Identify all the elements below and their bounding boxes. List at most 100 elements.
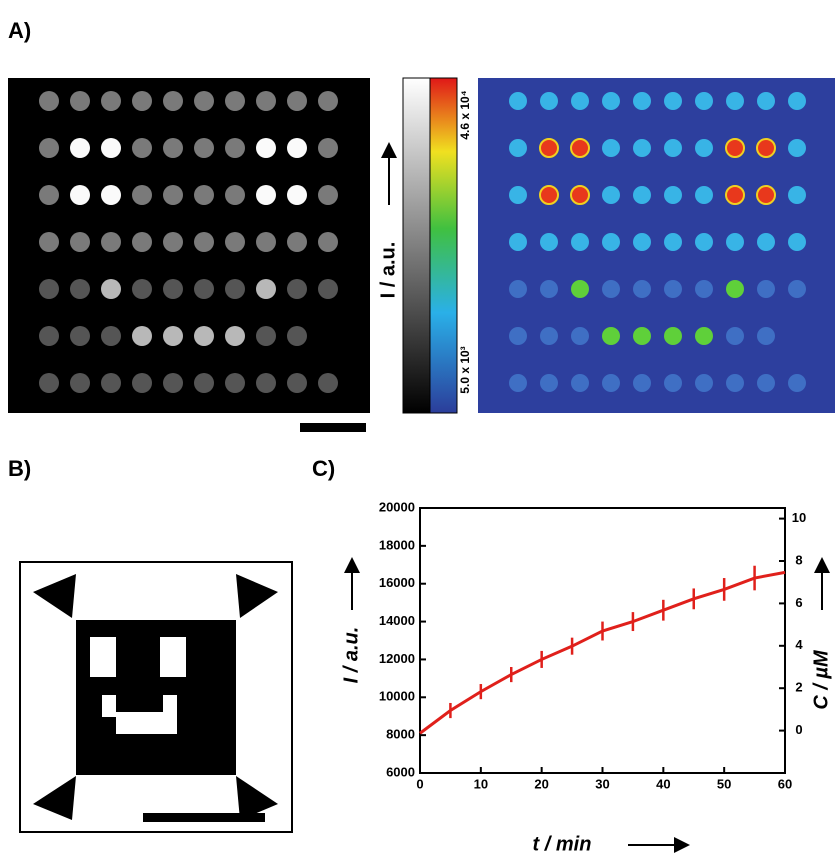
spot <box>664 280 682 298</box>
spot <box>101 279 121 299</box>
spot <box>726 374 744 392</box>
spot <box>39 138 59 158</box>
spot <box>132 91 152 111</box>
spot <box>695 233 713 251</box>
y-tick-label: 8000 <box>386 727 415 742</box>
spot <box>39 373 59 393</box>
spot <box>132 326 152 346</box>
spot <box>633 374 651 392</box>
spot-array <box>39 91 806 393</box>
spot <box>571 280 589 298</box>
spot <box>570 185 590 205</box>
y-tick-label: 14000 <box>379 613 415 628</box>
scale-bar <box>143 813 265 822</box>
spot <box>664 374 682 392</box>
spot <box>39 185 59 205</box>
spot <box>726 280 744 298</box>
colorbar-gray <box>402 77 431 414</box>
spot <box>194 232 214 252</box>
x-tick-label: 40 <box>656 776 670 791</box>
y2-tick-label: 4 <box>795 637 803 652</box>
spot <box>225 279 245 299</box>
spot <box>571 327 589 345</box>
spot <box>256 91 276 111</box>
y-tick-label: 6000 <box>386 764 415 779</box>
spot <box>256 232 276 252</box>
spot <box>225 91 245 111</box>
spot <box>225 232 245 252</box>
spot <box>318 373 338 393</box>
spot <box>602 233 620 251</box>
x-tick-label: 0 <box>416 776 423 791</box>
spot <box>256 138 276 158</box>
spot <box>70 326 90 346</box>
spot <box>70 185 90 205</box>
spot <box>725 185 745 205</box>
spot <box>163 138 183 158</box>
spot <box>101 326 121 346</box>
spot <box>539 138 559 158</box>
spot <box>318 232 338 252</box>
panel-label: B) <box>8 456 31 481</box>
spot <box>101 91 121 111</box>
spot <box>70 373 90 393</box>
spot <box>788 186 806 204</box>
spot <box>287 185 307 205</box>
spot <box>132 373 152 393</box>
spot <box>509 233 527 251</box>
spot <box>695 186 713 204</box>
spot <box>163 326 183 346</box>
spot <box>571 233 589 251</box>
y-tick-label: 10000 <box>379 689 415 704</box>
spot <box>70 279 90 299</box>
spot <box>602 280 620 298</box>
spot <box>39 326 59 346</box>
spot <box>287 279 307 299</box>
color-image <box>478 78 835 413</box>
spot <box>726 92 744 110</box>
y-tick-label: 16000 <box>379 575 415 590</box>
spot <box>163 279 183 299</box>
colorbar-color <box>429 77 458 414</box>
spot <box>633 327 651 345</box>
y2-tick-label: 8 <box>795 552 802 567</box>
spot <box>664 186 682 204</box>
panel-label: A) <box>8 18 31 43</box>
spot <box>101 185 121 205</box>
y-tick-label: 12000 <box>379 651 415 666</box>
spot <box>287 326 307 346</box>
spot <box>256 279 276 299</box>
spot <box>757 233 775 251</box>
spot <box>570 138 590 158</box>
spot <box>757 280 775 298</box>
spot <box>726 327 744 345</box>
spot <box>757 92 775 110</box>
x-tick-label: 60 <box>778 776 792 791</box>
spot <box>101 138 121 158</box>
y2-tick-label: 10 <box>792 510 806 525</box>
spot <box>633 139 651 157</box>
spot <box>664 233 682 251</box>
spot <box>194 373 214 393</box>
spot <box>194 185 214 205</box>
spot <box>163 373 183 393</box>
spot <box>287 91 307 111</box>
y-axis-label: I / a.u. <box>340 627 362 684</box>
spot <box>287 138 307 158</box>
spot <box>132 185 152 205</box>
mask-drawing <box>19 561 293 833</box>
spot <box>101 373 121 393</box>
spot <box>695 139 713 157</box>
y2-axis-label: C / µM <box>810 649 832 710</box>
data-line <box>419 570 786 735</box>
spot <box>540 280 558 298</box>
spot <box>602 139 620 157</box>
y-tick-label: 18000 <box>379 537 415 552</box>
spot <box>287 232 307 252</box>
spot <box>509 374 527 392</box>
colorbar-min: 5.0 x 10³ <box>458 346 472 393</box>
spot <box>540 233 558 251</box>
y-tick-label: 20000 <box>379 499 415 514</box>
spot <box>788 280 806 298</box>
spot <box>101 232 121 252</box>
